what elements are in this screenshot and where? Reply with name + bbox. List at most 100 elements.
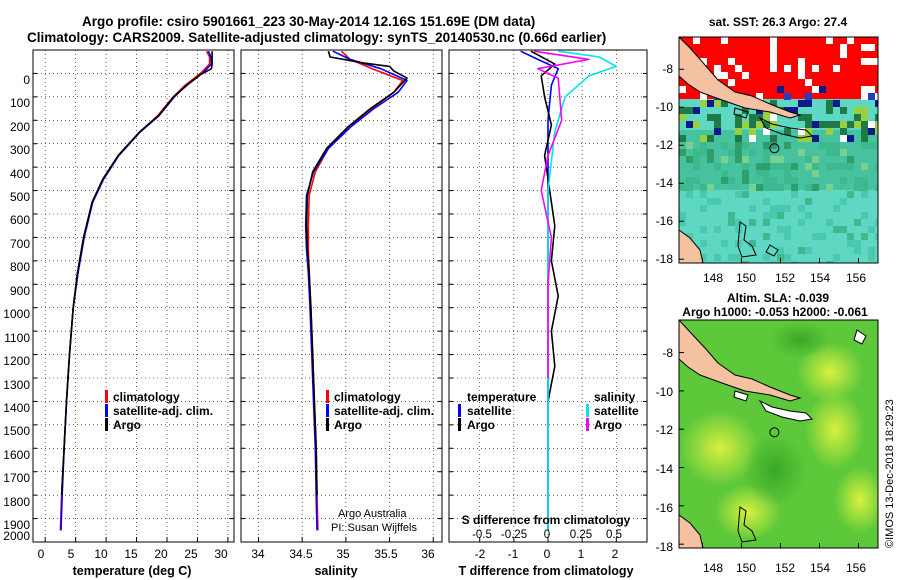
sst-cell	[742, 261, 749, 263]
sst-cell	[861, 107, 868, 114]
x-tick-label: -1	[508, 547, 519, 561]
sst-cell	[707, 100, 714, 107]
sst-cell	[700, 149, 707, 156]
sst-cell	[826, 184, 833, 191]
legend-label: Argo	[113, 418, 141, 432]
x2-tick-label: 0	[544, 529, 550, 541]
sst-cell	[679, 135, 686, 142]
sst-cell	[735, 191, 742, 198]
sst-cell	[714, 65, 721, 72]
x-tick-label: 20	[154, 547, 168, 561]
sst-cell	[798, 114, 805, 121]
sst-cell	[875, 233, 878, 240]
sst-cell	[714, 226, 721, 233]
sst-cell	[777, 86, 784, 93]
sst-cell	[784, 205, 791, 212]
sst-cell	[805, 100, 812, 107]
legend-label: Argo	[334, 418, 362, 432]
island-outline	[758, 116, 814, 139]
sst-cell	[847, 156, 854, 163]
sst-cell	[707, 149, 714, 156]
sst-cell	[812, 156, 819, 163]
sla-high-anomaly	[796, 342, 864, 402]
sst-map-frame	[678, 36, 879, 264]
series-line-s-argo	[534, 50, 590, 378]
sst-cell	[840, 149, 847, 156]
lat-tick-label: -16	[656, 501, 674, 515]
series-line-t-argo	[530, 50, 560, 402]
sst-cell	[826, 37, 833, 44]
sst-cell	[707, 156, 714, 163]
lat-tick-label: -16	[656, 214, 674, 228]
legend-swatch-s-argo	[586, 418, 589, 431]
sst-cell	[707, 198, 714, 205]
sst-cell	[728, 212, 735, 219]
sst-cell	[861, 121, 868, 128]
sst-cell	[763, 254, 770, 261]
sst-cell	[763, 198, 770, 205]
x-tick-label: 25	[184, 547, 198, 561]
sst-cell	[854, 177, 861, 184]
sst-cell	[777, 254, 784, 261]
legend-title-salinity: salinity	[594, 390, 636, 404]
temperature-x-label: temperature (deg C)	[73, 564, 192, 578]
lat-tick-label: -12	[656, 138, 674, 152]
sst-map	[679, 37, 878, 263]
lon-tick-label: 152	[775, 561, 795, 575]
sst-cell	[826, 142, 833, 149]
sla-map-lon-labels: 148 150 152 154 156	[703, 561, 866, 575]
sst-cell	[679, 219, 686, 226]
x-tick-label: 30	[214, 547, 228, 561]
sst-cell	[847, 37, 854, 44]
sst-cell	[728, 58, 735, 65]
sst-cell	[805, 184, 812, 191]
sst-cell	[798, 65, 805, 72]
sst-cell	[721, 240, 728, 247]
sst-cell	[721, 72, 728, 79]
legend-label: satellite	[467, 404, 512, 418]
sst-cell	[763, 128, 770, 135]
sst-cell	[812, 233, 819, 240]
sst-cell	[721, 170, 728, 177]
sst-cell	[742, 72, 749, 79]
sst-cell	[833, 205, 840, 212]
island-outline	[758, 399, 814, 422]
sst-cell	[721, 100, 728, 107]
reef-outline	[737, 506, 757, 543]
sst-cell	[770, 142, 777, 149]
sst-cell	[763, 142, 770, 149]
legend-swatch-satellite	[326, 404, 329, 417]
y-tick-label: 600	[10, 213, 30, 227]
s-difference-ticks: -0.5 -0.25 0 0.25 0.5	[472, 529, 622, 541]
y-tick-label: 0	[23, 73, 30, 87]
sst-cell	[812, 121, 819, 128]
sst-cell	[833, 254, 840, 261]
legend-swatch-argo	[105, 418, 108, 431]
sst-cell	[686, 107, 693, 114]
sst-cell	[840, 128, 847, 135]
sst-cell	[679, 107, 686, 114]
y-tick-label: 100	[10, 96, 30, 110]
x-tick-label: 34	[251, 547, 265, 561]
sst-cell	[700, 205, 707, 212]
sst-cell	[798, 247, 805, 254]
sst-cell	[791, 177, 798, 184]
sst-cell	[693, 121, 700, 128]
x-tick-label: 35.5	[374, 547, 398, 561]
sst-cell	[763, 121, 770, 128]
sst-cell	[735, 142, 742, 149]
sst-cell	[770, 51, 777, 58]
reef-outline	[765, 244, 779, 257]
y-tick-label: 1000	[3, 307, 30, 321]
land-new-guinea	[679, 320, 802, 402]
sst-cell	[840, 121, 847, 128]
island-outline	[733, 107, 749, 119]
sst-cell	[826, 219, 833, 226]
temperature-plot-frame	[32, 49, 235, 543]
sst-cell	[798, 135, 805, 142]
credit-argo-australia: Argo Australia	[338, 508, 407, 520]
sst-cell	[700, 184, 707, 191]
sst-cell	[784, 93, 791, 100]
sst-cell	[826, 121, 833, 128]
sla-map	[679, 320, 878, 548]
